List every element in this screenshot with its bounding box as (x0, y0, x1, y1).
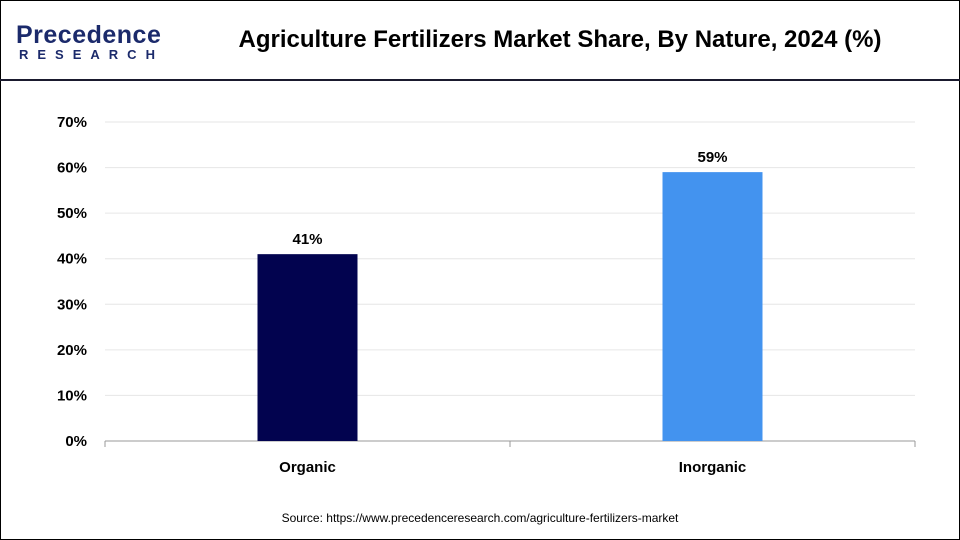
logo-subtitle: RESEARCH (19, 47, 164, 62)
chart-title: Agriculture Fertilizers Market Share, By… (238, 26, 882, 53)
y-tick-label: 60% (57, 160, 87, 177)
y-tick-label: 50% (57, 205, 87, 222)
bar-inorganic (662, 172, 763, 441)
y-tick-label: 0% (65, 433, 87, 450)
x-tick-label: Inorganic (679, 459, 747, 476)
bar-organic (257, 254, 358, 441)
y-tick-label: 70% (57, 114, 87, 131)
y-tick-label: 30% (57, 296, 87, 313)
y-tick-label: 10% (57, 387, 87, 404)
data-label: 41% (292, 231, 322, 248)
precedence-research-logo: Precedence RESEARCH (16, 22, 164, 62)
y-tick-label: 20% (57, 342, 87, 359)
y-tick-label: 40% (57, 251, 87, 268)
header-divider (0, 79, 960, 81)
logo-wordmark: Precedence (16, 21, 162, 49)
x-tick-label: Organic (279, 459, 336, 476)
data-label: 59% (697, 149, 727, 166)
source-note: Source: https://www.precedenceresearch.c… (281, 511, 679, 525)
